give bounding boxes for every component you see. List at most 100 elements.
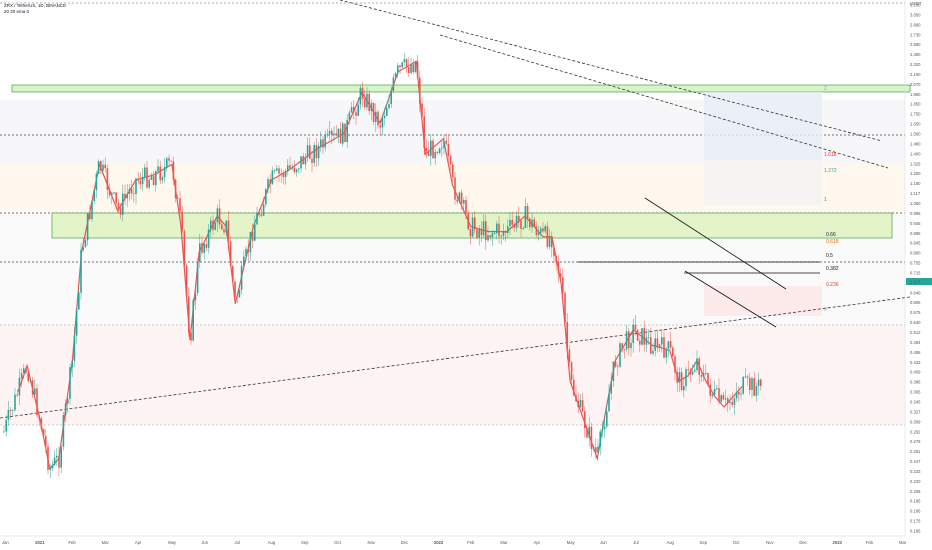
candle-body [645, 337, 648, 345]
x-tick-label: Feb [467, 540, 475, 545]
candle-body [212, 220, 214, 230]
y-tick-label: 0.484 [910, 340, 921, 345]
candle-body [564, 292, 566, 323]
candle-body [276, 168, 278, 171]
candle-body [639, 340, 641, 345]
candle-body [254, 224, 256, 241]
candle-body [364, 98, 366, 108]
candle-body [694, 370, 696, 372]
candle-body [467, 212, 469, 230]
candle-body [537, 232, 540, 236]
candle-body [658, 344, 661, 348]
x-tick-label: Nov [367, 540, 375, 545]
candle-body [742, 377, 744, 394]
candle-body [667, 341, 670, 349]
candle-body [12, 410, 14, 411]
candle-body [346, 119, 348, 142]
candle-body [474, 217, 476, 230]
y-tick-label: 0.292 [910, 429, 921, 434]
y-tick-label: 2.450 [910, 52, 921, 57]
candle-body [14, 394, 16, 411]
candle-body [751, 378, 753, 390]
y-tick-label: 0.640 [910, 290, 921, 295]
candle-body [443, 140, 445, 148]
candle-body [562, 277, 564, 293]
y-tick-label: 0.345 [910, 399, 921, 404]
candle-body [313, 144, 315, 163]
candle-body [104, 164, 106, 169]
candle-body [749, 377, 751, 390]
candle-body [654, 338, 656, 351]
candle-body [245, 248, 247, 257]
candle-body [157, 166, 159, 172]
candle-body [311, 158, 313, 163]
fib-label-9: 0 [824, 307, 827, 313]
candle-body [370, 102, 373, 112]
candle-body [86, 213, 89, 241]
candle-body [31, 380, 34, 395]
x-tick-label: Aug [268, 540, 276, 545]
candle-body [45, 436, 47, 447]
candle-body [702, 373, 705, 377]
candle-body [181, 211, 183, 232]
y-tick-label: 1.850 [910, 102, 921, 107]
candle-body [680, 372, 683, 391]
candle-body [643, 328, 645, 345]
candle-body [205, 243, 208, 248]
candle-body [570, 362, 573, 380]
x-tick-label: Mar [500, 540, 508, 545]
candle-body [34, 388, 36, 395]
candle-body [377, 111, 379, 126]
x-tick-label: Sep [700, 540, 708, 545]
candle-body [491, 233, 494, 238]
y-tick-label: 0.247 [910, 459, 921, 464]
candle-body [678, 372, 681, 383]
candle-body [529, 218, 531, 228]
candle-body [430, 140, 432, 156]
candle-body [298, 168, 300, 170]
candle-body [141, 176, 144, 185]
candle-body [599, 431, 601, 447]
candle-body [232, 266, 234, 282]
candle-body [379, 125, 381, 128]
candle-body [619, 343, 621, 367]
candle-body [328, 130, 331, 134]
candle-body [174, 179, 177, 199]
x-tick-label: Mar [102, 540, 110, 545]
x-tick-label: Oct [334, 540, 341, 545]
candle-body [449, 156, 452, 165]
y-tick-label: 0.365 [910, 390, 921, 395]
candle-body [740, 393, 742, 395]
candle-body [293, 167, 296, 173]
candle-body [394, 73, 397, 78]
candle-body [229, 241, 232, 267]
candle-body [130, 188, 133, 194]
candle-body [713, 389, 716, 395]
candle-body [335, 133, 337, 136]
candle-body [520, 220, 522, 229]
candle-body [757, 379, 760, 386]
x-tick-label: 2022 [434, 540, 444, 545]
candle-body [320, 139, 322, 147]
candle-body [746, 376, 749, 378]
y-tick-label: 2.590 [910, 42, 921, 47]
x-tick-label: 2021 [35, 540, 45, 545]
candle-body [612, 361, 615, 382]
candle-body [71, 360, 73, 368]
candle-body [172, 161, 175, 180]
candle-body [122, 193, 124, 215]
x-tick-label: Apr [534, 540, 541, 545]
x-tick-label: Sep [301, 540, 309, 545]
candle-body [408, 67, 410, 74]
candle-body [306, 145, 309, 158]
candle-body [163, 166, 166, 178]
candle-body [5, 419, 7, 432]
y-tick-label: 0.186 [910, 509, 921, 514]
lower-trendline [0, 296, 911, 419]
candle-body [284, 171, 287, 177]
candle-body [454, 177, 456, 200]
candle-body [518, 215, 520, 221]
candle-body [634, 324, 637, 330]
